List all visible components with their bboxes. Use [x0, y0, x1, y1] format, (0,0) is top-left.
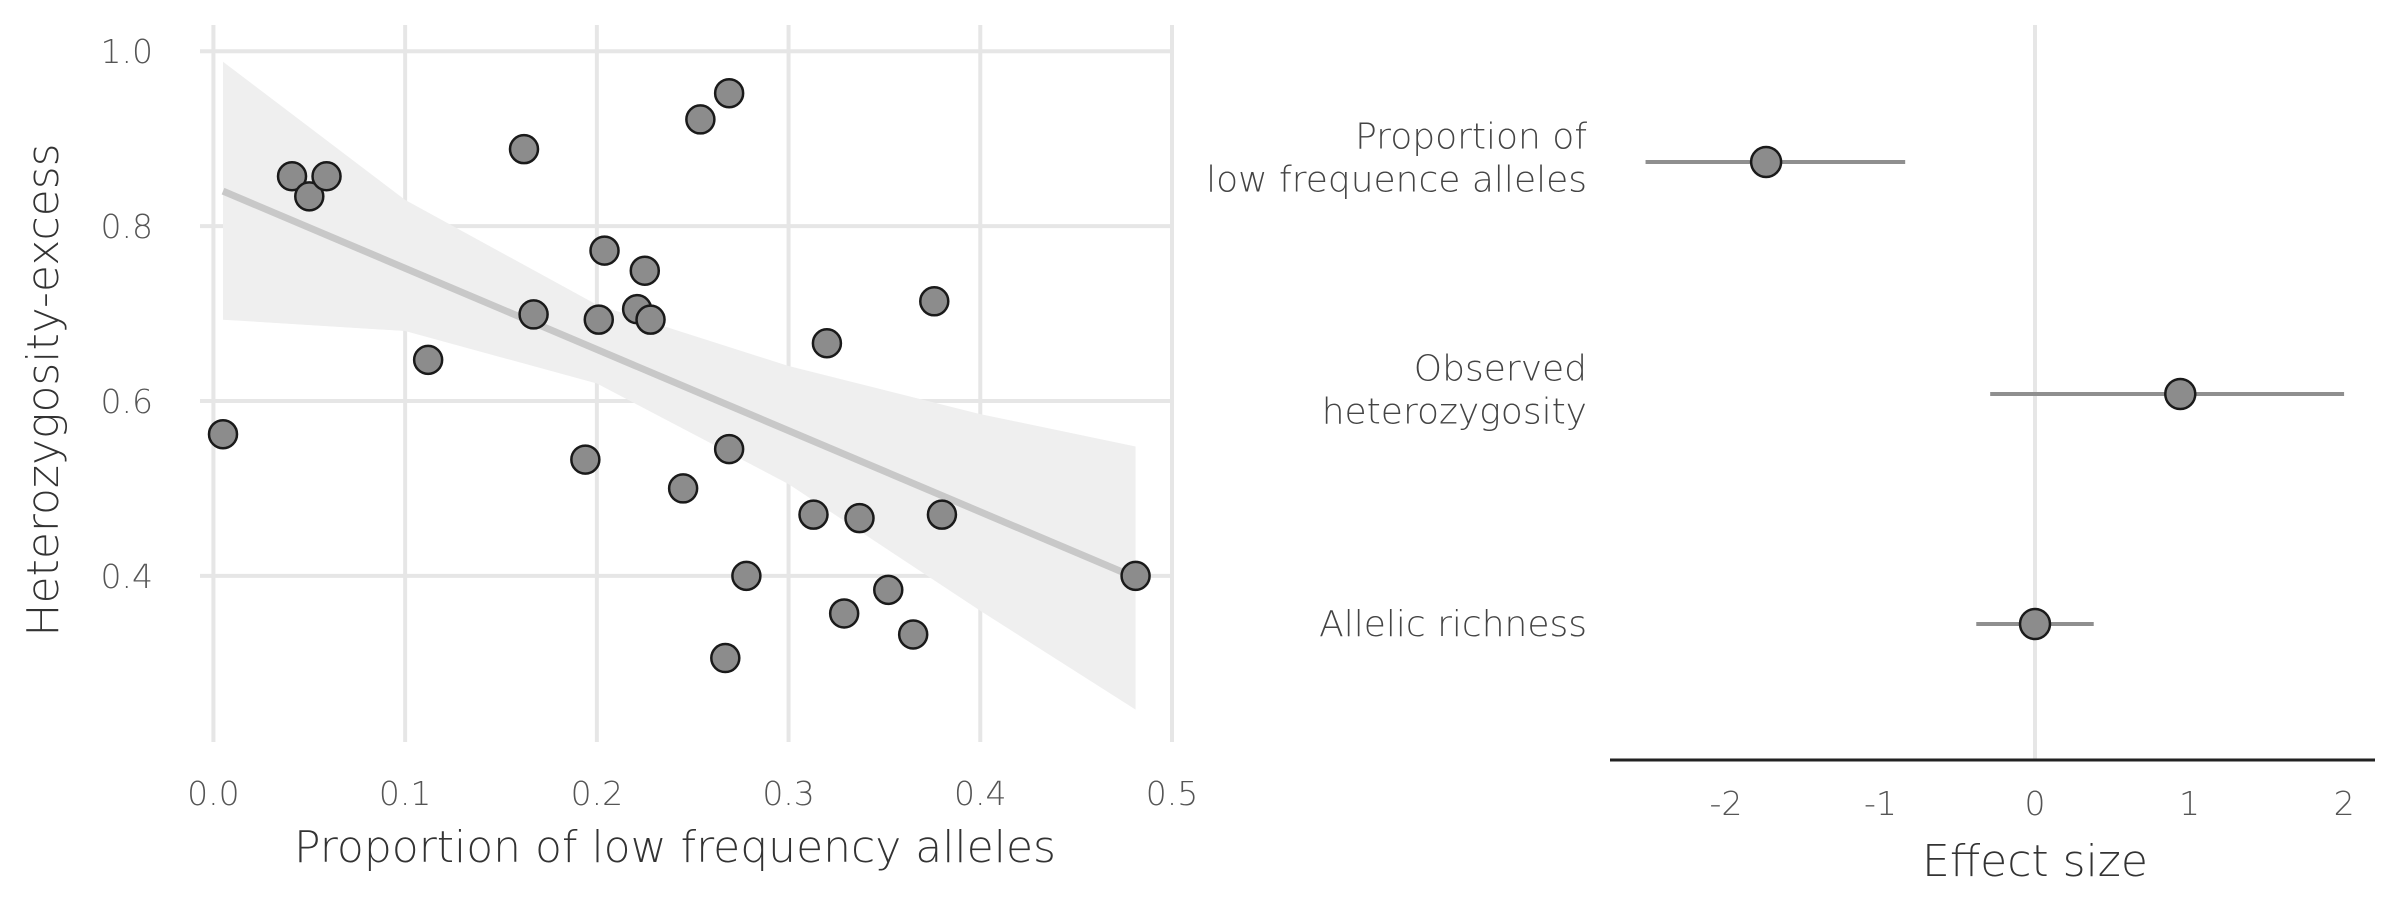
data-point [311, 161, 342, 192]
effect-estimate-point [1749, 145, 1783, 179]
data-point [294, 181, 325, 212]
scatter-x-tick-label: 0.3 [762, 774, 814, 813]
data-point [897, 619, 929, 650]
data-point [828, 598, 860, 629]
scatter-x-tick-label: 0.2 [571, 774, 623, 813]
scatter-x-tick-label: 0.5 [1146, 774, 1198, 813]
data-point [685, 104, 716, 135]
effect-estimate-point [2164, 377, 2197, 411]
data-point [713, 433, 745, 465]
data-point [629, 255, 661, 286]
scatter-grid [200, 25, 1174, 742]
effect-x-tick-labels: -2 -1 0 1 2 [1709, 784, 2354, 823]
predictor-label: Proportion of [1355, 117, 1587, 158]
data-point [276, 161, 308, 192]
scatter-y-tick-label: 0.8 [101, 207, 153, 246]
effect-x-tick-label: 0 [2025, 784, 2046, 823]
data-point [919, 286, 950, 317]
scatter-x-tick-label: 0.0 [187, 774, 239, 813]
effect-x-tick-label: 2 [2334, 784, 2355, 823]
scatter-panel: 0.0 0.1 0.2 0.3 0.4 0.5 0.4 0.6 0.8 1.0 Proporti… [18, 25, 1198, 873]
scatter-y-tick-labels: 0.4 0.6 0.8 1.0 [101, 32, 153, 596]
effect-x-tick-label: -2 [1709, 784, 1742, 823]
data-point [1120, 560, 1151, 592]
scatter-points [207, 77, 1151, 674]
scatter-x-tick-label: 0.1 [379, 774, 431, 813]
data-point [811, 328, 843, 359]
data-point [589, 235, 620, 266]
scatter-y-axis-title: Heterozygosity-excess [18, 143, 69, 636]
data-point [635, 304, 666, 335]
data-point [731, 560, 762, 592]
scatter-y-tick-label: 0.4 [101, 557, 153, 596]
data-point [844, 502, 875, 534]
data-point [207, 418, 239, 450]
predictor-label: Observed [1414, 349, 1587, 390]
predictor-label: heterozygosity [1322, 392, 1587, 433]
scatter-x-axis-title: Proportion of low frequency alleles [294, 822, 1056, 873]
data-point [710, 642, 741, 674]
data-point [873, 574, 904, 606]
data-point [508, 133, 540, 165]
data-point [518, 299, 549, 330]
scatter-y-tick-label: 0.6 [101, 382, 153, 421]
scatter-x-tick-label: 0.4 [954, 774, 1006, 813]
effect-x-tick-label: 1 [2179, 784, 2200, 823]
data-point [412, 344, 444, 376]
data-point [570, 444, 601, 475]
effect-x-tick-label: -1 [1864, 784, 1897, 823]
predictor-label: Allelic richness [1319, 604, 1587, 645]
effect-x-axis-title: Effect size [1922, 836, 2148, 887]
scatter-y-tick-label: 1.0 [101, 32, 153, 71]
data-point [798, 499, 829, 530]
predictor-label: low frequence alleles [1206, 160, 1587, 201]
data-point [667, 473, 699, 504]
effect-intervals [1645, 160, 2345, 626]
data-point [583, 304, 615, 335]
data-point [713, 77, 745, 109]
data-point [926, 499, 958, 530]
effect-estimate-point [2018, 607, 2052, 641]
regression-line [221, 187, 1137, 581]
scatter-x-tick-labels: 0.0 0.1 0.2 0.3 0.4 0.5 [187, 774, 1198, 813]
effect-estimates [1749, 145, 2197, 641]
